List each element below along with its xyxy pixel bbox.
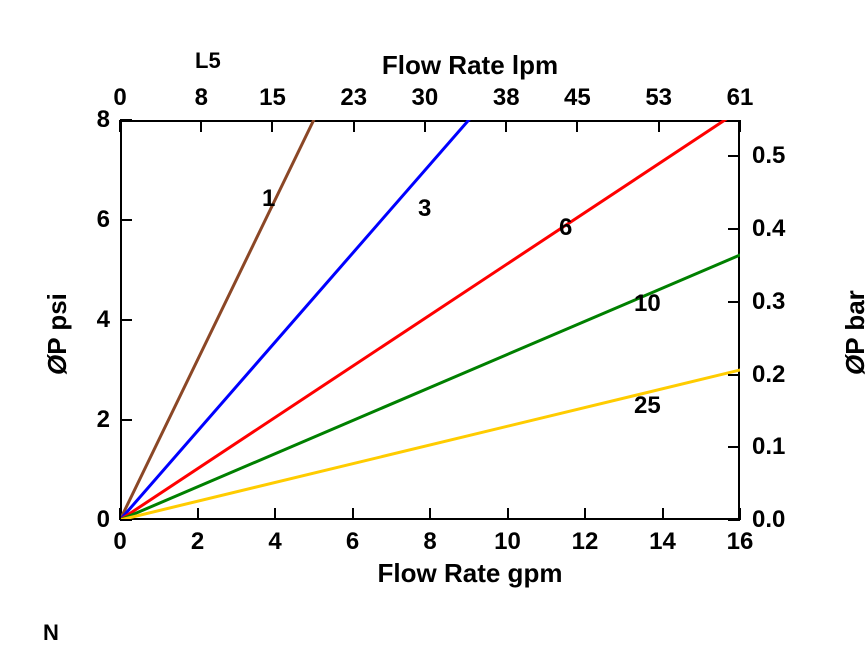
bottom-tick-label: 6 bbox=[323, 528, 383, 556]
axis-tick bbox=[120, 219, 132, 221]
top-tick-label: 15 bbox=[242, 84, 302, 112]
axis-tick bbox=[728, 301, 740, 303]
axis-tick bbox=[353, 120, 355, 132]
axis-tick bbox=[507, 508, 509, 520]
left-tick-label: 4 bbox=[50, 306, 110, 334]
axis-tick bbox=[728, 228, 740, 230]
n-label: N bbox=[43, 620, 59, 646]
axis-tick bbox=[120, 119, 132, 121]
top-tick-label: 53 bbox=[629, 84, 689, 112]
series-label-1: 1 bbox=[262, 185, 275, 213]
bottom-tick-label: 8 bbox=[400, 528, 460, 556]
top-tick-label: 30 bbox=[395, 84, 455, 112]
right-tick-label: 0.2 bbox=[752, 361, 785, 389]
axis-tick bbox=[271, 120, 273, 132]
axis-tick bbox=[424, 120, 426, 132]
axis-tick bbox=[728, 374, 740, 376]
bottom-tick-label: 2 bbox=[168, 528, 228, 556]
bottom-tick-label: 14 bbox=[633, 528, 693, 556]
axis-tick bbox=[505, 120, 507, 132]
series-label-10: 10 bbox=[634, 290, 661, 318]
axis-tick bbox=[197, 508, 199, 520]
axis-tick bbox=[200, 120, 202, 132]
top-axis-title: Flow Rate lpm bbox=[320, 50, 620, 81]
top-tick-label: 38 bbox=[476, 84, 536, 112]
right-tick-label: 0.1 bbox=[752, 433, 785, 461]
top-tick-label: 61 bbox=[710, 84, 770, 112]
axis-tick bbox=[728, 519, 740, 521]
bottom-tick-label: 4 bbox=[245, 528, 305, 556]
right-tick-label: 0.5 bbox=[752, 142, 785, 170]
bottom-axis-title: Flow Rate gpm bbox=[320, 558, 620, 589]
axis-tick bbox=[352, 508, 354, 520]
right-tick-label: 0.4 bbox=[752, 215, 785, 243]
axis-tick bbox=[728, 155, 740, 157]
left-tick-label: 6 bbox=[50, 206, 110, 234]
right-tick-label: 0.3 bbox=[752, 288, 785, 316]
bottom-tick-label: 12 bbox=[555, 528, 615, 556]
axis-tick bbox=[662, 508, 664, 520]
series-label-3: 3 bbox=[418, 195, 431, 223]
top-tick-label: 8 bbox=[171, 84, 231, 112]
left-tick-label: 0 bbox=[50, 506, 110, 534]
top-tick-label: 45 bbox=[547, 84, 607, 112]
left-tick-label: 8 bbox=[50, 106, 110, 134]
series-line-25 bbox=[120, 325, 866, 520]
axis-tick bbox=[120, 319, 132, 321]
axis-tick bbox=[584, 508, 586, 520]
axis-tick bbox=[739, 120, 741, 132]
chart-container: { "canvas": { "width": 866, "height": 64… bbox=[0, 0, 866, 644]
left-tick-label: 2 bbox=[50, 406, 110, 434]
bottom-tick-label: 10 bbox=[478, 528, 538, 556]
series-label-6: 6 bbox=[559, 214, 572, 242]
axis-tick bbox=[429, 508, 431, 520]
axis-tick bbox=[120, 419, 132, 421]
right-axis-title: ØP bar bbox=[840, 290, 866, 375]
axis-tick bbox=[728, 446, 740, 448]
axis-tick bbox=[274, 508, 276, 520]
axis-tick bbox=[576, 120, 578, 132]
axis-tick bbox=[658, 120, 660, 132]
right-tick-label: 0.0 bbox=[752, 506, 785, 534]
l5-label: L5 bbox=[195, 48, 221, 74]
top-tick-label: 23 bbox=[324, 84, 384, 112]
series-label-25: 25 bbox=[634, 392, 661, 420]
axis-tick bbox=[120, 519, 132, 521]
axis-tick bbox=[119, 120, 121, 132]
